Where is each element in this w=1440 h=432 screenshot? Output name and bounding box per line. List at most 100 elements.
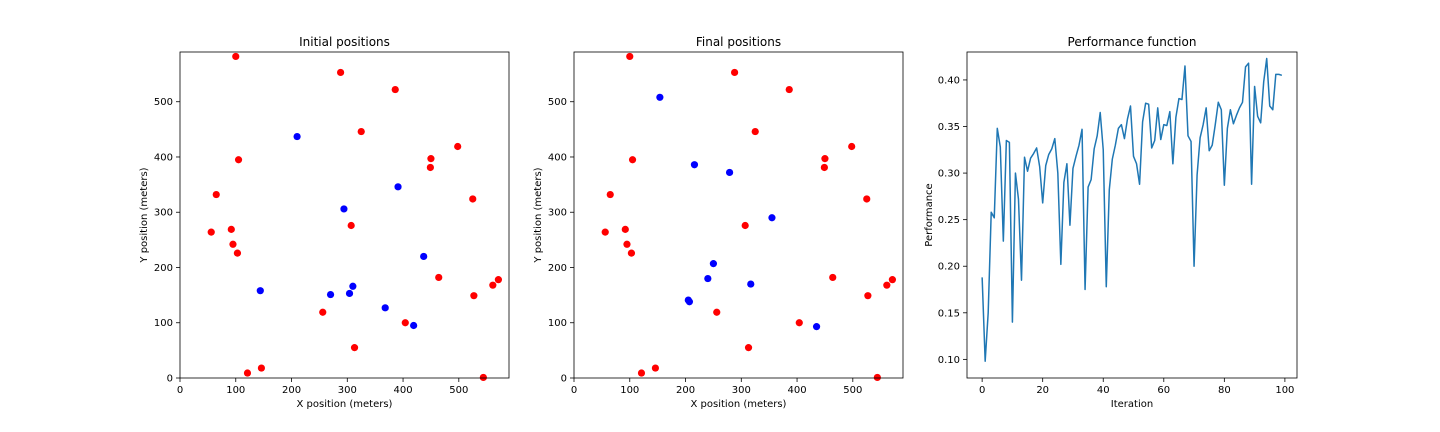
y-axis-label: Y position (meters)	[139, 167, 150, 263]
red-point	[785, 85, 793, 94]
blue-point	[340, 205, 348, 213]
x-tick-label: 100	[1275, 385, 1294, 396]
x-tick-label: 500	[449, 385, 468, 396]
chart-title: Initial positions	[299, 35, 390, 49]
red-point	[234, 156, 243, 164]
red-point	[829, 273, 837, 282]
red-point	[391, 85, 399, 94]
chart-title: Performance function	[1068, 35, 1197, 49]
red-point	[730, 68, 739, 77]
x-tick-label: 0	[177, 385, 183, 396]
x-axis-label: Iteration	[1111, 399, 1153, 410]
red-point	[212, 190, 220, 199]
red-point	[883, 281, 891, 289]
x-tick-label: 0	[571, 385, 577, 396]
red-point	[207, 228, 215, 236]
red-point	[751, 127, 759, 136]
red-point	[494, 276, 503, 284]
x-tick-label: 300	[732, 385, 751, 396]
blue-point	[326, 290, 335, 299]
blue-point	[709, 260, 718, 268]
y-tick-label: 0	[561, 374, 567, 385]
red-point	[454, 142, 462, 151]
chart-panel-3: Performance function 0 20 40 60 80 100 0.10 0.15…	[924, 35, 1298, 410]
red-point	[713, 308, 721, 316]
y-tick-label: 500	[548, 97, 567, 108]
x-tick-label: 100	[226, 385, 245, 396]
y-tick-label: 0.40	[938, 75, 960, 86]
x-tick-label: 300	[338, 385, 357, 396]
red-point	[651, 364, 660, 372]
red-point	[357, 127, 365, 136]
blue-point	[704, 274, 712, 283]
blue-point	[747, 280, 755, 288]
red-point	[888, 276, 897, 284]
y-tick-label: 400	[154, 152, 173, 163]
blue-point	[256, 287, 264, 295]
red-point	[229, 240, 237, 248]
blue-point	[381, 304, 389, 312]
red-point	[427, 155, 435, 163]
red-point	[336, 68, 345, 77]
red-point	[435, 273, 443, 282]
red-point	[606, 190, 614, 199]
blue-point	[690, 161, 699, 169]
x-tick-label: 0	[979, 385, 985, 396]
red-point	[227, 225, 235, 233]
y-tick-label: 100	[548, 318, 567, 329]
red-point	[623, 240, 631, 248]
axes-frame	[179, 51, 510, 379]
x-tick-label: 80	[1218, 385, 1231, 396]
y-tick-label: 300	[154, 208, 173, 219]
red-point	[232, 52, 240, 61]
x-tick-label: 100	[620, 385, 639, 396]
axes-frame	[573, 51, 904, 379]
red-point	[243, 369, 252, 377]
red-point	[233, 249, 242, 257]
x-tick-label: 400	[788, 385, 807, 396]
y-axis-label: Y position (meters)	[533, 167, 544, 263]
blue-point	[420, 252, 428, 261]
x-axis-label: X position (meters)	[297, 399, 393, 410]
y-tick-label: 0	[167, 374, 173, 385]
blue-point	[685, 298, 694, 306]
red-point	[489, 281, 497, 289]
red-point	[350, 344, 359, 352]
y-tick-label: 200	[154, 263, 173, 274]
red-point	[601, 228, 609, 236]
y-axis-label: Performance	[924, 183, 935, 246]
blue-point	[345, 289, 354, 298]
chart-panel-1: Initial positions 0 100 200 300 400 500 0 100 200…	[139, 35, 510, 410]
red-point	[621, 225, 629, 233]
y-tick-label: 0.35	[938, 122, 960, 133]
x-axis-label: X position (meters)	[691, 399, 787, 410]
red-point	[863, 195, 871, 203]
red-point	[744, 344, 753, 352]
red-point	[627, 249, 636, 257]
red-point	[401, 319, 409, 327]
x-tick-label: 40	[1097, 385, 1110, 396]
axes-frame	[966, 51, 1298, 379]
red-point	[469, 195, 477, 203]
blue-point	[725, 168, 734, 177]
y-tick-label: 0.30	[938, 169, 960, 180]
y-tick-label: 400	[548, 152, 567, 163]
blue-point	[656, 93, 664, 101]
red-point	[257, 364, 266, 372]
red-point	[873, 373, 881, 382]
chart-panel-2: Final positions 0 100 200 300 400 500 0 100 200 30…	[533, 35, 904, 410]
red-point	[864, 292, 872, 300]
y-tick-label: 0.10	[938, 355, 960, 366]
red-point	[479, 373, 487, 382]
x-tick-label: 60	[1157, 385, 1170, 396]
red-point	[347, 221, 355, 230]
y-tick-label: 500	[154, 97, 173, 108]
red-point	[820, 163, 828, 172]
blue-point	[349, 282, 357, 290]
y-tick-label: 0.25	[938, 215, 960, 226]
performance-line	[981, 57, 1283, 362]
x-tick-label: 20	[1036, 385, 1049, 396]
red-point	[821, 155, 829, 163]
x-tick-label: 500	[843, 385, 862, 396]
